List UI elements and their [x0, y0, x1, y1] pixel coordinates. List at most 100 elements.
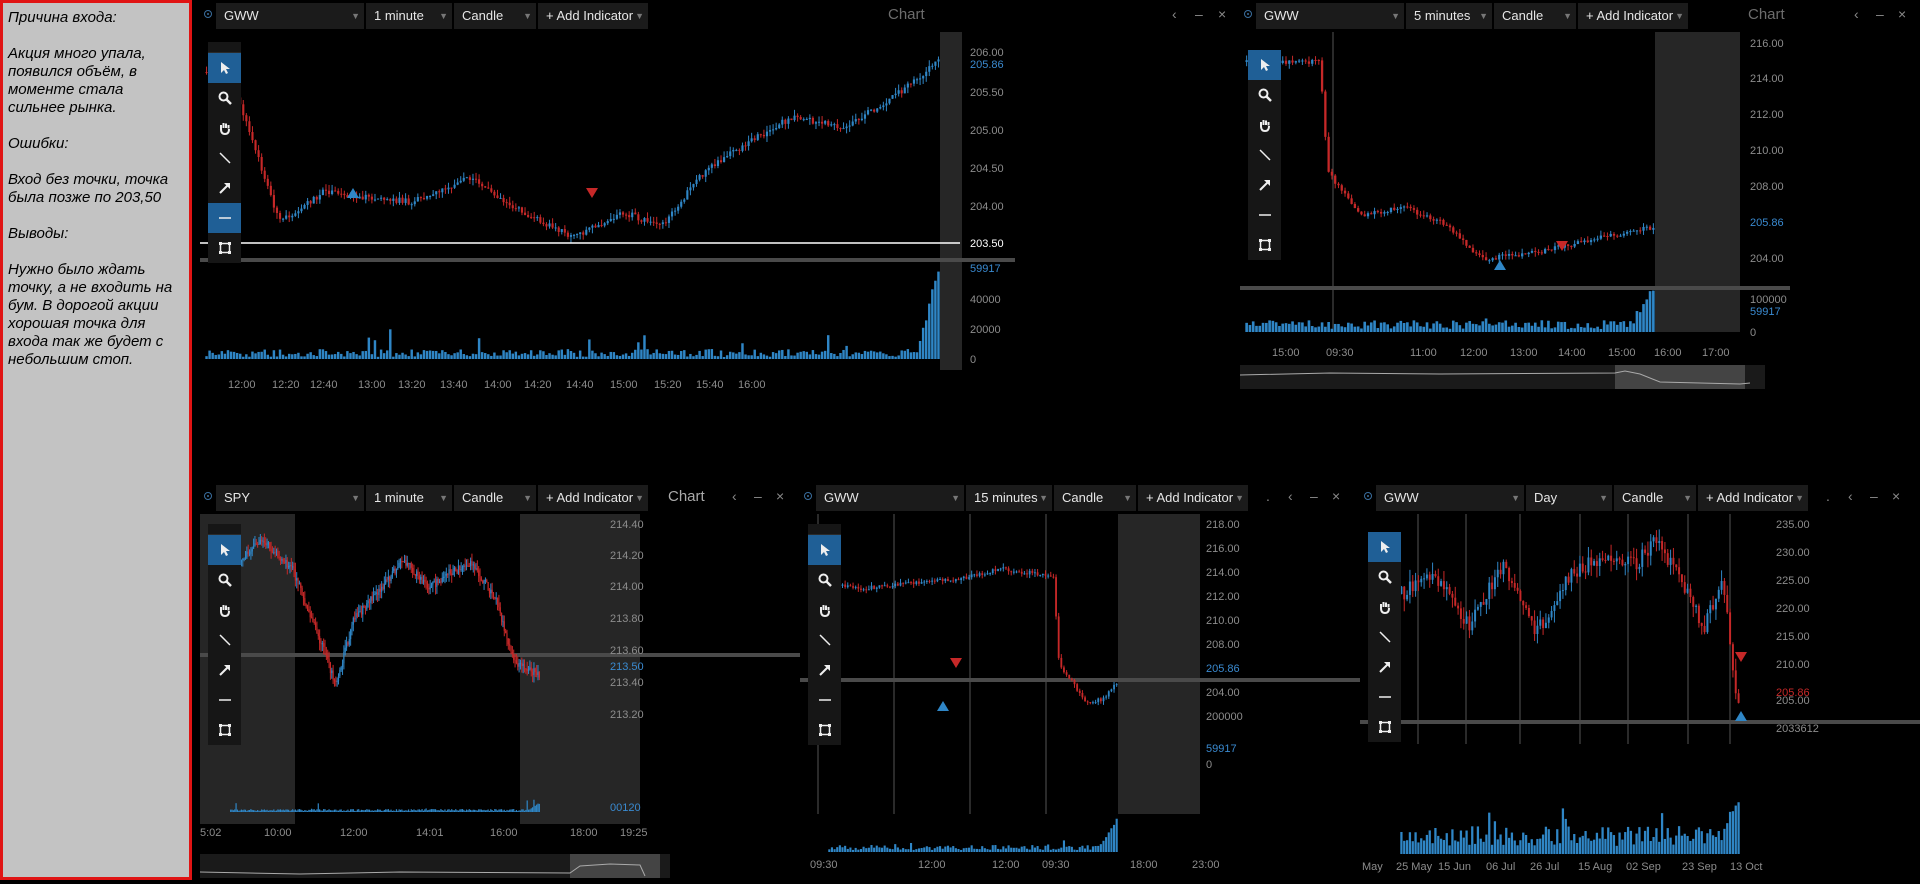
volume-bar [886, 847, 889, 852]
arrow-tool[interactable] [1248, 170, 1281, 200]
chart-type-selector[interactable]: Candle ▼ [1614, 485, 1696, 511]
minimize-button[interactable]: – [1870, 488, 1878, 504]
more-button[interactable]: . [1826, 488, 1830, 504]
hand-tool[interactable] [808, 595, 841, 625]
zoom-tool[interactable] [808, 565, 841, 595]
pointer-tool[interactable] [208, 535, 241, 565]
hand-tool[interactable] [1248, 110, 1281, 140]
pin-icon[interactable] [1244, 10, 1252, 18]
add-indicator-button[interactable]: + Add Indicator ▼ [538, 3, 648, 29]
pointer-tool[interactable] [1248, 50, 1281, 80]
hand-tool[interactable] [208, 113, 241, 143]
volume-bar [811, 350, 815, 359]
pin-icon[interactable] [804, 492, 812, 500]
symbol-selector[interactable]: GWW ▼ [816, 485, 964, 511]
pin-icon[interactable] [1364, 492, 1372, 500]
add-indicator-button[interactable]: + Add Indicator ▼ [538, 485, 648, 511]
back-button[interactable]: ‹ [1172, 6, 1177, 22]
back-button[interactable]: ‹ [1848, 488, 1853, 504]
minimize-button[interactable]: – [754, 488, 762, 504]
zoom-tool[interactable] [1368, 562, 1401, 592]
line-tool[interactable] [1248, 140, 1281, 170]
minimize-button[interactable]: – [1876, 6, 1884, 22]
candle [845, 126, 848, 129]
close-button[interactable]: × [1332, 488, 1341, 504]
close-button[interactable]: × [1218, 6, 1227, 22]
interval-selector[interactable]: 15 minutes ▼ [966, 485, 1052, 511]
rectangle-tool[interactable] [1248, 230, 1281, 260]
zoom-tool[interactable] [1248, 80, 1281, 110]
back-button[interactable]: ‹ [1854, 6, 1859, 22]
interval-selector[interactable]: Day ▼ [1526, 485, 1612, 511]
line-tool[interactable] [1368, 622, 1401, 652]
interval-selector[interactable]: 5 minutes ▼ [1406, 3, 1492, 29]
chart-type-selector[interactable]: Candle ▼ [454, 3, 536, 29]
chart-type-selector[interactable]: Candle ▼ [454, 485, 536, 511]
navigator-line [1240, 370, 1751, 385]
horizontal-line-tool[interactable] [208, 203, 241, 233]
add-indicator-button[interactable]: + Add Indicator ▼ [1138, 485, 1248, 511]
horizontal-line-tool[interactable] [1368, 682, 1401, 712]
arrow-tool[interactable] [808, 655, 841, 685]
rectangle-tool[interactable] [808, 715, 841, 745]
candle [1437, 576, 1440, 586]
back-button[interactable]: ‹ [732, 488, 737, 504]
minimize-button[interactable]: – [1310, 488, 1318, 504]
horizontal-line-tool[interactable] [1248, 200, 1281, 230]
volume-bar [1606, 324, 1609, 332]
pin-icon[interactable] [204, 492, 212, 500]
horizontal-line-tool[interactable] [808, 685, 841, 715]
volume-bar [361, 351, 364, 359]
rectangle-icon [218, 241, 232, 255]
candle [1423, 578, 1426, 580]
line-tool[interactable] [208, 625, 241, 655]
zoom-tool[interactable] [208, 565, 241, 595]
arrow-tool[interactable] [1368, 652, 1401, 682]
pointer-tool[interactable] [808, 535, 841, 565]
interval-selector[interactable]: 1 minute ▼ [366, 3, 452, 29]
candle [631, 212, 634, 218]
arrow-tool[interactable] [208, 655, 241, 685]
pin-icon[interactable] [204, 10, 212, 18]
close-button[interactable]: × [776, 488, 785, 504]
more-button[interactable]: . [1266, 488, 1270, 504]
candle [1606, 236, 1609, 238]
pointer-tool[interactable] [208, 53, 241, 83]
zoom-tool[interactable] [208, 83, 241, 113]
candle [374, 594, 376, 596]
price-volume-chart[interactable]: 214.40214.20214.00213.80213.60213.50213.… [200, 514, 800, 884]
candle [327, 655, 329, 659]
hand-tool[interactable] [208, 595, 241, 625]
symbol-selector[interactable]: GWW ▼ [1376, 485, 1524, 511]
symbol-selector[interactable]: GWW ▼ [1256, 3, 1404, 29]
arrow-tool[interactable] [208, 173, 241, 203]
price-volume-chart[interactable]: 235.00230.00225.00220.00215.00210.00205.… [1360, 514, 1920, 884]
line-tool[interactable] [808, 625, 841, 655]
toolbar-grip[interactable] [208, 524, 241, 535]
rectangle-tool[interactable] [208, 715, 241, 745]
symbol-selector[interactable]: GWW ▼ [216, 3, 364, 29]
toolbar-grip[interactable] [808, 524, 841, 535]
minimize-button[interactable]: – [1195, 6, 1203, 22]
rectangle-tool[interactable] [208, 233, 241, 263]
close-button[interactable]: × [1892, 488, 1901, 504]
price-volume-chart[interactable]: 206.00205.86205.50205.00204.50204.00203.… [200, 32, 1240, 482]
price-tick-label: 208.00 [1206, 639, 1240, 651]
line-tool[interactable] [208, 143, 241, 173]
volume-bar [928, 847, 931, 852]
add-indicator-button[interactable]: + Add Indicator ▼ [1698, 485, 1808, 511]
close-button[interactable]: × [1898, 6, 1907, 22]
price-volume-chart[interactable]: 218.00216.00214.00212.00210.00208.00205.… [800, 514, 1360, 884]
add-indicator-button[interactable]: + Add Indicator ▼ [1578, 3, 1688, 29]
chart-type-selector[interactable]: Candle ▼ [1494, 3, 1576, 29]
symbol-selector[interactable]: SPY ▼ [216, 485, 364, 511]
price-volume-chart[interactable]: 216.00214.00212.00210.00208.00205.86204.… [1240, 32, 1920, 482]
back-button[interactable]: ‹ [1288, 488, 1293, 504]
toolbar-grip[interactable] [208, 42, 241, 53]
rectangle-tool[interactable] [1368, 712, 1401, 742]
hand-tool[interactable] [1368, 592, 1401, 622]
interval-selector[interactable]: 1 minute ▼ [366, 485, 452, 511]
pointer-tool[interactable] [1368, 532, 1401, 562]
chart-type-selector[interactable]: Candle ▼ [1054, 485, 1136, 511]
horizontal-line-tool[interactable] [208, 685, 241, 715]
